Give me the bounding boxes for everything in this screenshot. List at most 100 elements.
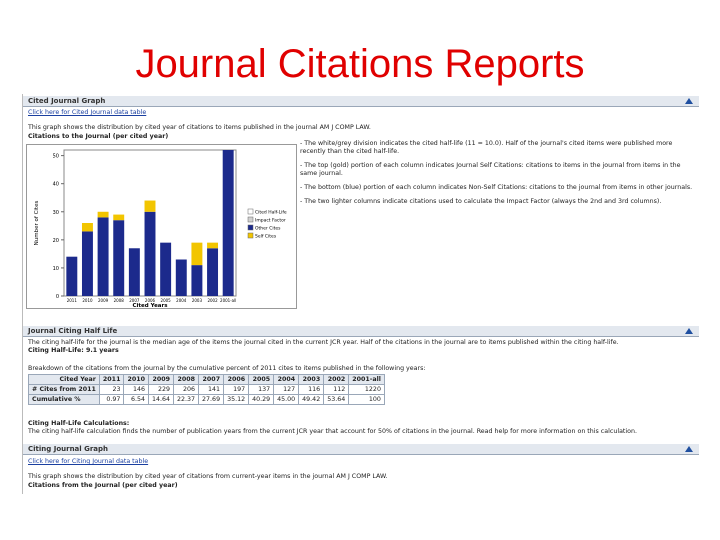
header-cell: 2011: [98, 374, 125, 385]
legend-label: Impact Factor: [255, 218, 286, 224]
header-cell: 2001-all: [348, 374, 385, 385]
y-axis-label: Number of Cites: [34, 201, 40, 246]
bar-segment: [191, 265, 203, 296]
table-cell: 112: [323, 384, 350, 395]
x-tick-label: 2004: [176, 298, 187, 303]
chart-title: Citations from the Journal (per cited ye…: [28, 482, 178, 489]
bar-segment: [207, 242, 219, 249]
bar-chart: 0 10 20 30 40 50 Number of Cites Cited Years 201…: [26, 144, 297, 309]
bar-segment: [113, 214, 125, 221]
table-cell: 1220: [348, 384, 385, 395]
legend-swatch: [247, 216, 254, 223]
table-cell: 100: [348, 394, 385, 405]
header-cell: 2008: [173, 374, 200, 385]
bar-segment: [222, 150, 234, 296]
bar-segment: [128, 248, 140, 296]
half-life-value: Citing Half-Life: 9.1 years: [28, 347, 119, 354]
table-cell: 229: [147, 384, 175, 395]
notes: - The white/grey division indicates the …: [300, 140, 695, 212]
header-cell: 2007: [198, 374, 225, 385]
y-tick-label: 20: [53, 238, 59, 244]
table-cell: 27.69: [198, 394, 225, 405]
header-cell: 2003: [298, 374, 325, 385]
table-cell: 14.64: [147, 394, 175, 405]
bar-segment: [160, 242, 172, 296]
table-cell: 40.29: [248, 394, 275, 405]
x-tick-label: 2010: [82, 298, 93, 303]
header-text: Journal Citing Half Life: [28, 327, 118, 335]
table-header-row: Cited Year 2011 2010 2009 2008 2007 2006 2005 20…: [28, 374, 385, 385]
description: This graph shows the distribution by cit…: [28, 473, 388, 480]
header-cell: 2006: [223, 374, 250, 385]
y-tick-label: 0: [56, 294, 59, 300]
x-tick-label: 2002: [207, 298, 218, 303]
legend-swatch: [247, 208, 254, 215]
table-cell: 116: [298, 384, 325, 395]
header-cell: Cited Year: [28, 374, 100, 385]
section-header: Cited Journal Graph: [23, 96, 699, 107]
section-header: Citing Journal Graph: [23, 444, 699, 455]
y-tick-label: 40: [53, 182, 59, 188]
section-header: Journal Citing Half Life: [23, 326, 699, 337]
table-cell: 141: [198, 384, 225, 395]
table-row: # Cites from 2011 23 146 229 206 141 197 137 127…: [28, 384, 385, 395]
x-axis-label: Cited Years: [132, 303, 168, 309]
bar-segment: [144, 211, 156, 296]
header-cell: 2005: [248, 374, 275, 385]
bar-segment: [81, 223, 93, 232]
table-cell: 49.42: [298, 394, 325, 405]
calc-title: Citing Half-Life Calculations:: [28, 420, 130, 427]
note: - The white/grey division indicates the …: [300, 140, 673, 155]
legend-swatch: [247, 232, 254, 239]
x-tick-label: 2011: [67, 298, 78, 303]
x-tick-label: 2009: [98, 298, 109, 303]
collapse-icon[interactable]: [685, 446, 693, 452]
bar-segment: [97, 217, 109, 296]
data-table-link[interactable]: Click here for Cited Journal data table: [28, 109, 147, 116]
table-row: Cumulative % 0.97 6.54 14.64 22.37 27.69 35.12…: [28, 394, 385, 405]
bar-segment: [97, 211, 109, 218]
x-tick-label: 2005: [161, 298, 172, 303]
table-cell: 22.37: [173, 394, 200, 405]
bar-segment: [191, 242, 203, 266]
bar-segment: [81, 231, 93, 296]
table-cell: 35.12: [223, 394, 250, 405]
table-cell: # Cites from 2011: [28, 384, 100, 395]
x-tick-label: 2001-all: [220, 298, 236, 303]
y-tick-label: 30: [53, 210, 59, 216]
table-cell: 53.64: [323, 394, 350, 405]
header-cell: 2004: [273, 374, 300, 385]
chart-title: Citations to the Journal (per cited year…: [28, 133, 169, 140]
x-tick-label: 2006: [145, 298, 156, 303]
header-cell: 2009: [147, 374, 175, 385]
collapse-icon[interactable]: [685, 328, 693, 334]
note: - The bottom (blue) portion of each colu…: [300, 184, 693, 191]
note: - The top (gold) portion of each column …: [300, 162, 681, 177]
table-cell: 0.97: [98, 394, 125, 405]
breakdown-text: Breakdown of the citations from the jour…: [28, 365, 426, 372]
table-cell: 6.54: [123, 394, 149, 405]
calc-text: The citing half-life calculation finds t…: [28, 428, 637, 435]
header-text: Cited Journal Graph: [28, 97, 106, 105]
legend-label: Other Cites: [255, 226, 281, 232]
table-cell: Cumulative %: [28, 394, 100, 405]
bar-segment: [175, 259, 187, 296]
table-cell: 23: [98, 384, 125, 395]
slide-title: Journal Citations Reports: [135, 42, 585, 86]
table-cell: 206: [173, 384, 200, 395]
header-text: Citing Journal Graph: [28, 445, 109, 453]
bar-segment: [207, 248, 219, 296]
bar-segment: [144, 200, 156, 212]
y-tick-label: 10: [53, 266, 59, 272]
y-tick-label: 50: [53, 154, 59, 160]
table-cell: 45.00: [273, 394, 300, 405]
collapse-icon[interactable]: [685, 98, 693, 104]
x-tick-label: 2007: [129, 298, 140, 303]
table-cell: 137: [248, 384, 275, 395]
x-tick-label: 2003: [192, 298, 203, 303]
legend-label: Self Cites: [255, 234, 277, 240]
breakdown-table: Cited Year 2011 2010 2009 2008 2007 2006 2005 20…: [28, 374, 385, 405]
note: - The two lighter columns indicate citat…: [300, 198, 662, 205]
data-table-link[interactable]: Click here for Citing Journal data table: [28, 458, 149, 465]
